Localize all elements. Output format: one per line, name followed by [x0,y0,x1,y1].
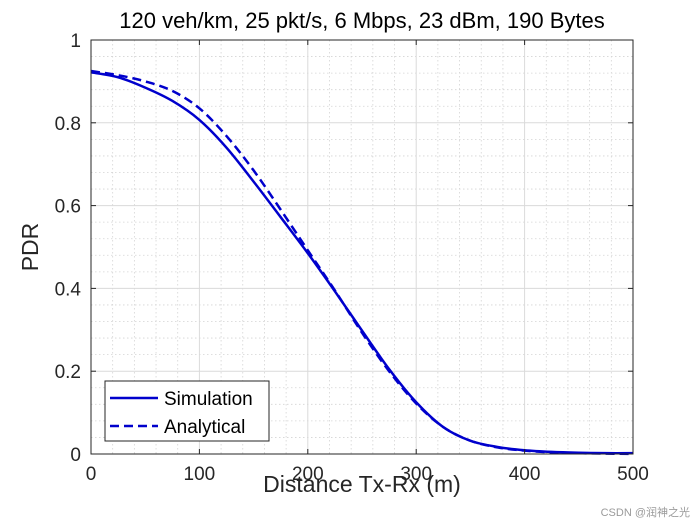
y-ticks: 0 0.2 0.4 0.6 0.8 1 [55,31,633,466]
y-tick-label: 0.2 [55,362,81,383]
series-line-analytical [90,69,634,456]
x-tick-label: 400 [509,464,541,485]
x-tick-label: 0 [86,464,97,485]
y-axis-label: PDR [17,223,43,272]
x-tick-label: 200 [292,464,324,485]
legend-simulation-label: Simulation [164,389,253,410]
y-tick-label: 1 [70,31,81,52]
x-tick-label: 100 [184,464,216,485]
series-layer [90,69,634,456]
y-tick-label: 0.8 [55,114,81,135]
x-axis-label: Distance Tx-Rx (m) [263,471,461,497]
watermark: CSDN @润神之光 [601,505,690,519]
x-tick-label: 500 [617,464,649,485]
legend: Simulation Analytical [104,380,270,442]
x-ticks: 0 100 200 300 400 500 [86,40,649,485]
x-tick-label: 300 [400,464,432,485]
legend-box [104,380,270,442]
y-tick-label: 0 [70,445,81,466]
y-tick-label: 0.6 [55,197,81,218]
legend-analytical-label: Analytical [164,417,245,438]
y-tick-label: 0.4 [55,279,82,300]
plot-frame [90,39,634,455]
chart-title: 120 veh/km, 25 pkt/s, 6 Mbps, 23 dBm, 19… [119,8,604,33]
